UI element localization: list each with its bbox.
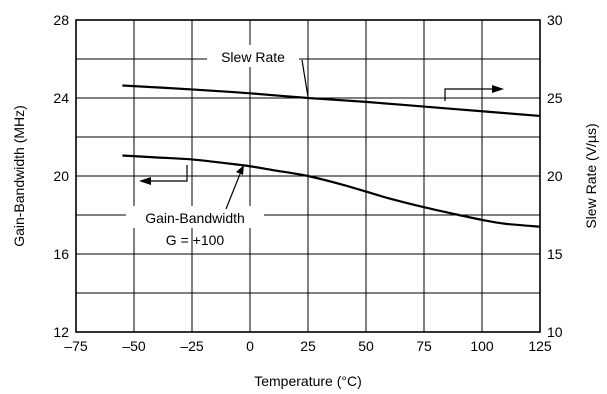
x-tick-label: 0	[246, 338, 254, 354]
annotations: Slew Rate Gain-Bandwidth G = +100	[126, 45, 504, 248]
slew-rate-label-bg	[207, 45, 299, 67]
y2-tick-label: 25	[547, 90, 563, 106]
x-tick-label: 25	[300, 338, 316, 354]
y2-tick-labels: 10 15 20 25 30	[547, 12, 563, 340]
x-tick-label: 125	[528, 338, 552, 354]
x-tick-label: 75	[416, 338, 432, 354]
x-tick-label: 100	[470, 338, 494, 354]
gain-bandwidth-label: Gain-Bandwidth	[145, 210, 245, 226]
slew-rate-axis-arrowhead	[492, 85, 504, 93]
plot-frame	[75, 19, 541, 333]
y2-tick-label: 15	[547, 246, 563, 262]
y-tick-label: 20	[53, 168, 69, 184]
gain-bandwidth-label-bg	[126, 206, 264, 228]
gain-bandwidth-axis-arrow	[149, 165, 188, 182]
x-tick-label: 50	[358, 338, 374, 354]
y-tick-label: 16	[53, 246, 69, 262]
x-tick-label: –50	[122, 338, 146, 354]
x-tick-labels: –75 –50 –25 0 25 50 75 100 125	[64, 338, 552, 354]
gain-bandwidth-axis-arrowhead	[139, 177, 151, 185]
y-axis-label: Gain-Bandwidth (MHz)	[11, 105, 27, 247]
y2-tick-label: 20	[547, 168, 563, 184]
y-tick-labels: 12 16 20 24 28	[53, 12, 69, 340]
y2-tick-label: 30	[547, 12, 563, 28]
x-tick-label: –25	[180, 338, 204, 354]
x-tick-label: –75	[64, 338, 88, 354]
slew-rate-axis-arrow	[444, 88, 493, 101]
slew-rate-label: Slew Rate	[221, 49, 285, 65]
gain-condition-label: G = +100	[166, 232, 225, 248]
y-tick-label: 12	[53, 324, 69, 340]
slew-rate-line	[122, 84, 541, 118]
y2-axis-label: Slew Rate (V/µs)	[583, 123, 599, 228]
x-axis-label: Temperature (°C)	[254, 373, 362, 389]
gain-bandwidth-leader-line	[225, 173, 241, 210]
y-tick-label: 24	[53, 90, 69, 106]
slew-rate-leader-line	[301, 59, 309, 98]
y2-tick-label: 10	[547, 324, 563, 340]
series-group	[122, 84, 541, 228]
y-tick-label: 28	[53, 12, 69, 28]
gain-bandwidth-line	[122, 154, 541, 228]
gain-bandwidth-leader-arrowhead	[236, 165, 244, 175]
